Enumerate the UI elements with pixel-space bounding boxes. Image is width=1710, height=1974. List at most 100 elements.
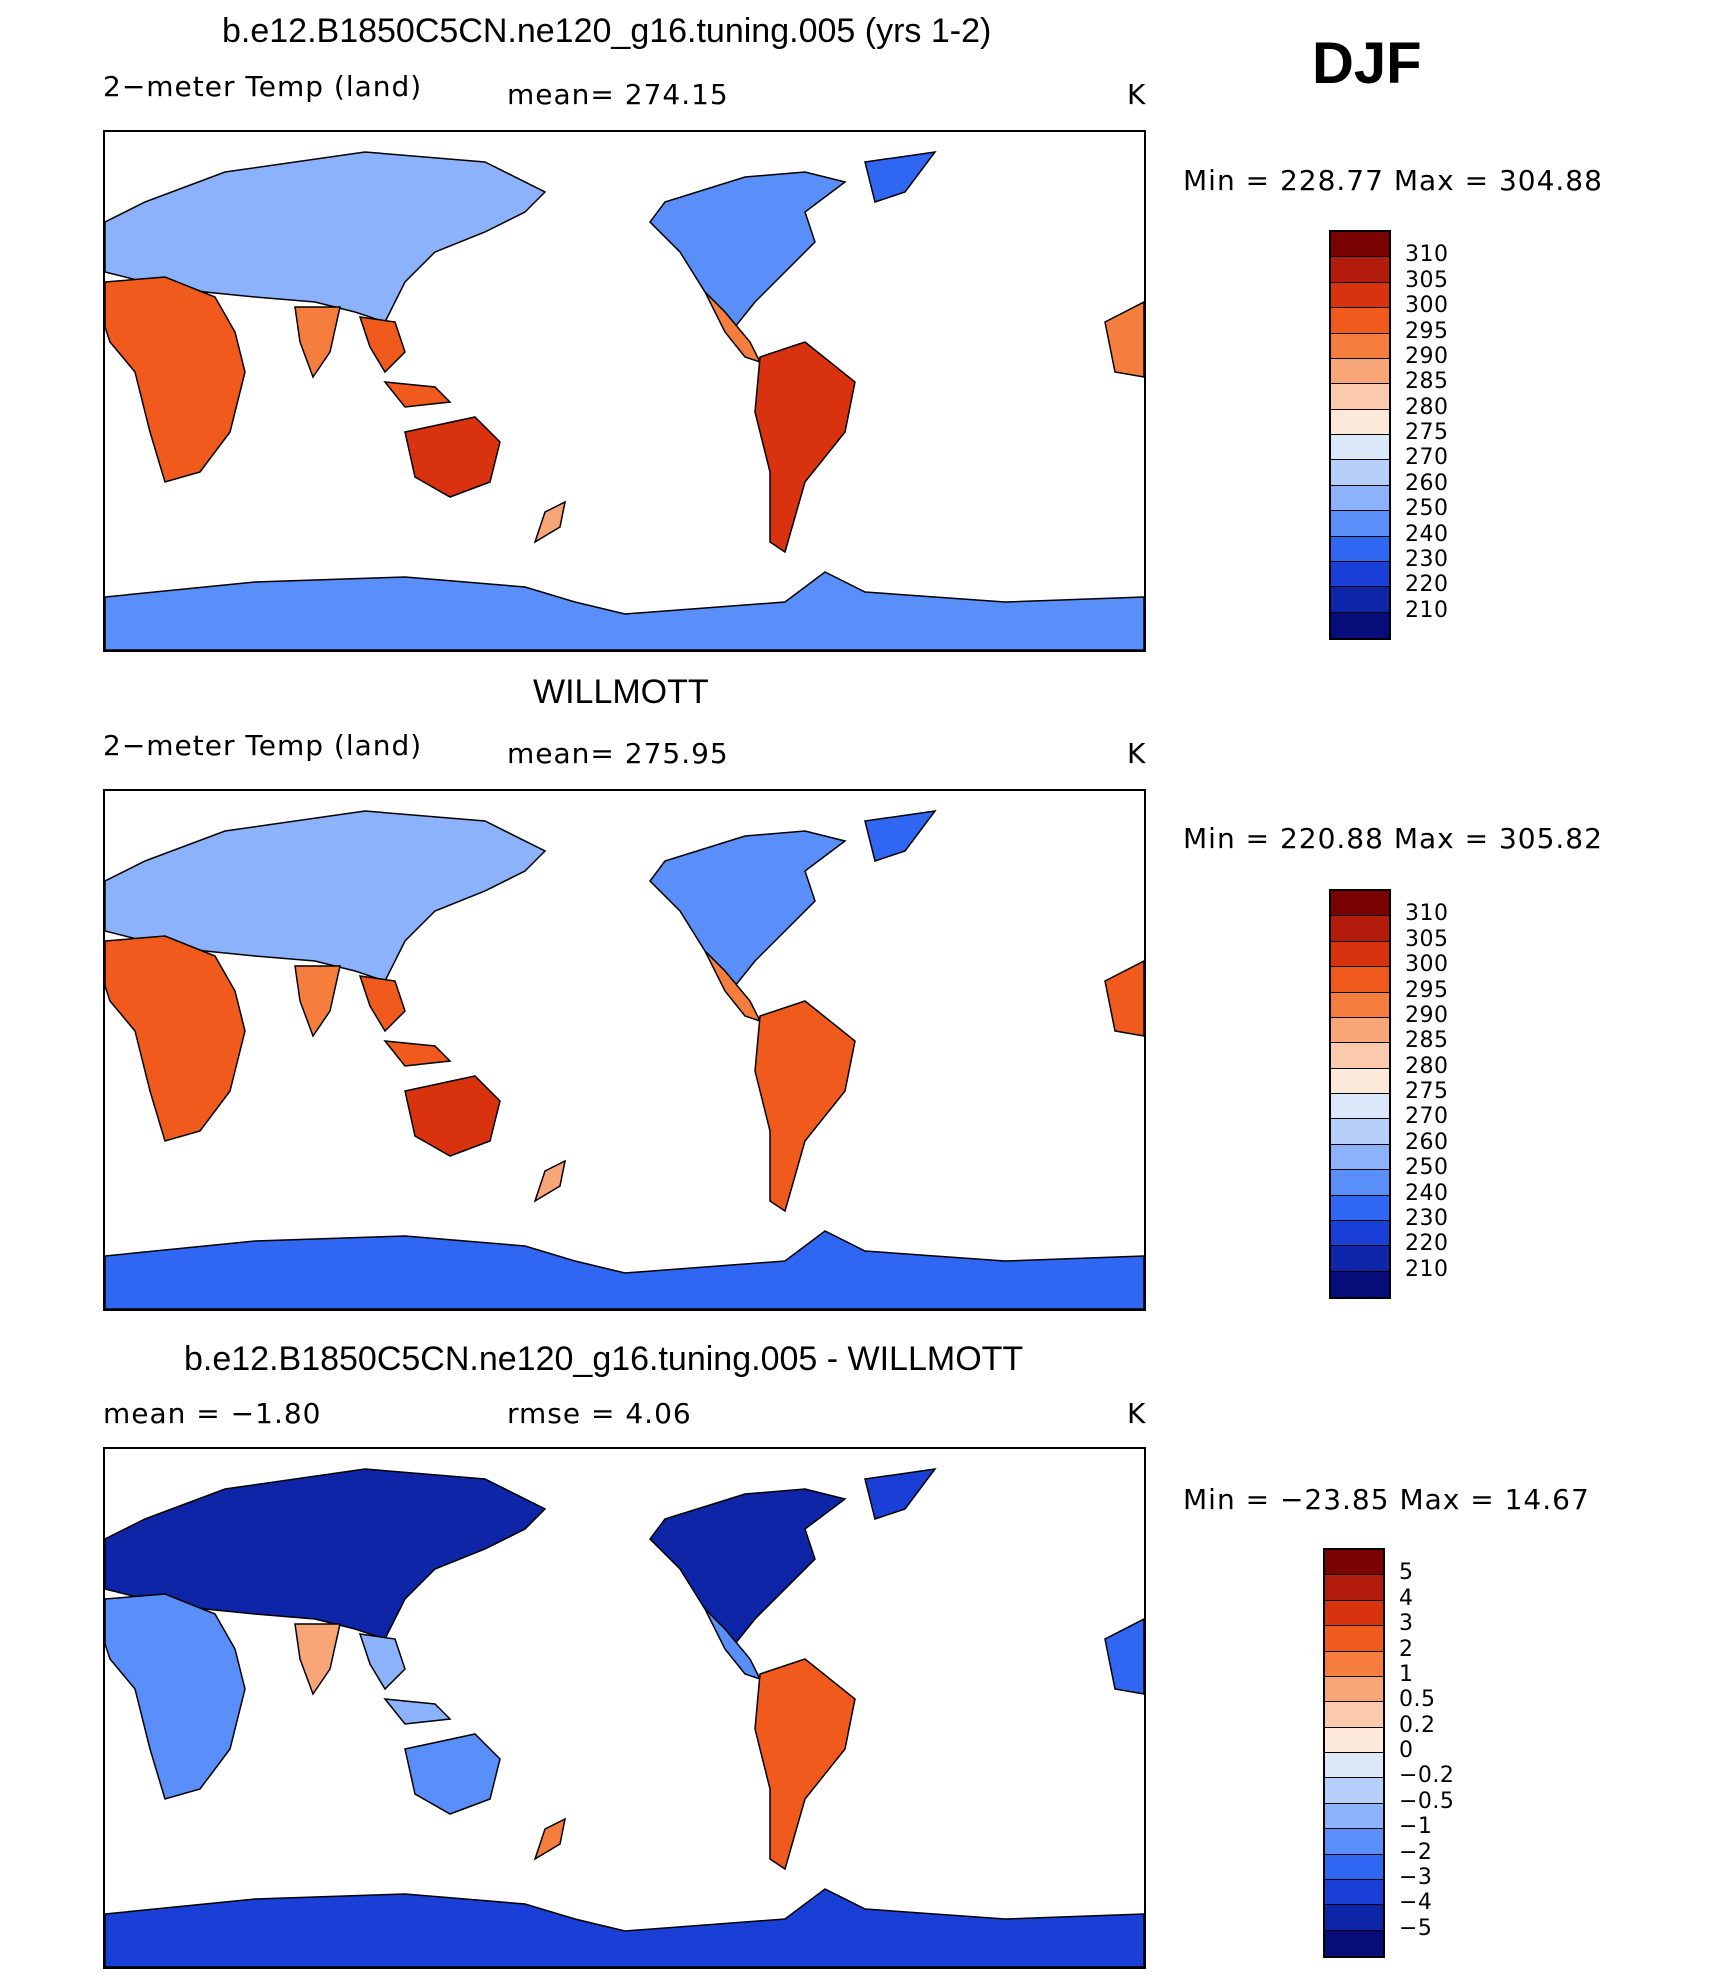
map-obs <box>103 789 1146 1311</box>
landmass-seasia <box>358 316 452 408</box>
colorbar-swatch <box>1331 485 1389 512</box>
colorbar-tick-label: 275 <box>1405 420 1449 445</box>
colorbar-tick-label: 220 <box>1405 1231 1449 1257</box>
colorbar-tick-label: 295 <box>1405 318 1449 344</box>
colorbar-tick-label: 280 <box>1405 1053 1449 1079</box>
colorbar-tick-label: 260 <box>1405 1129 1449 1155</box>
colorbar-swatch <box>1325 1626 1383 1652</box>
landmass-antarctica <box>105 1230 1144 1309</box>
colorbar-swatch <box>1325 1879 1383 1906</box>
landmass-india <box>294 306 341 379</box>
panel-title-model: b.e12.B1850C5CN.ne120_g16.tuning.005 (yr… <box>222 12 992 50</box>
colorbar-tick-label: −0.2 <box>1399 1763 1455 1789</box>
colorbar-tick-label: 2 <box>1399 1636 1414 1662</box>
colorbar-tick-label: 4 <box>1399 1585 1414 1611</box>
colorbar-swatch <box>1331 257 1389 283</box>
colorbar-swatch <box>1325 1803 1383 1830</box>
colorbar-swatch <box>1331 536 1389 562</box>
colorbar-swatch <box>1331 435 1389 461</box>
colorbar-tick-label: 1 <box>1399 1661 1414 1687</box>
landmass-seasia <box>358 975 452 1067</box>
colorbar-tick-label: 270 <box>1405 445 1449 471</box>
colorbar-tick-label: −2 <box>1399 1839 1433 1865</box>
landmass-samerica <box>754 341 856 554</box>
landmass-namerica <box>649 830 847 988</box>
panel-units-label: K <box>1127 737 1147 770</box>
colorbar-tick-label: 220 <box>1405 572 1449 598</box>
colorbar-tick-label: 250 <box>1405 496 1449 522</box>
map-graphic <box>105 810 1144 1309</box>
colorbar-swatch <box>1331 891 1389 917</box>
colorbar-swatch <box>1325 1727 1383 1753</box>
panel-title-diff: b.e12.B1850C5CN.ne120_g16.tuning.005 - W… <box>184 1340 1024 1378</box>
colorbar-tick-label: 5 <box>1399 1560 1414 1586</box>
colorbar-tick-label: 240 <box>1405 521 1449 547</box>
colorbar-swatch <box>1325 1905 1383 1931</box>
colorbar-tick-label: 0 <box>1399 1738 1414 1763</box>
colorbar-swatch <box>1325 1702 1383 1728</box>
colorbar-swatch <box>1325 1753 1383 1779</box>
landmass-australia <box>404 416 501 498</box>
map-graphic <box>105 151 1144 650</box>
panel-variable-label: 2−meter Temp (land) <box>103 70 423 103</box>
landmass-africa <box>105 276 246 483</box>
colorbar-obs <box>1329 889 1391 1299</box>
panel-mean-label: mean = −1.80 <box>103 1397 322 1430</box>
landmass-seasia <box>358 1633 452 1725</box>
panel-variable-label: 2−meter Temp (land) <box>103 729 423 762</box>
colorbar-swatch <box>1331 1119 1389 1145</box>
landmass-australia <box>404 1733 501 1815</box>
minmax-label: Min = −23.85 Max = 14.67 <box>1183 1483 1590 1516</box>
colorbar-swatch <box>1325 1778 1383 1804</box>
landmass-africa <box>105 935 246 1142</box>
landmass-nz <box>533 1817 567 1861</box>
landmass-samerica <box>754 1658 856 1871</box>
colorbar-tick-label: −3 <box>1399 1864 1433 1890</box>
colorbar-swatch <box>1325 1600 1383 1627</box>
landmass-namerica <box>649 1488 847 1646</box>
landmass-nz <box>533 1159 567 1203</box>
landmass-antarctica <box>105 1888 1144 1967</box>
colorbar-tick-label: 300 <box>1405 293 1449 319</box>
panel-units-label: K <box>1127 1397 1147 1430</box>
colorbar-tick-label: −0.5 <box>1399 1788 1455 1814</box>
colorbar-swatch <box>1331 941 1389 968</box>
landmass-antarctica <box>105 571 1144 650</box>
landmass-nz <box>533 500 567 544</box>
colorbar-tick-label: 285 <box>1405 369 1449 395</box>
colorbar-tick-label: 260 <box>1405 470 1449 496</box>
landmass-samerica <box>754 1000 856 1213</box>
colorbar-swatch <box>1331 1017 1389 1044</box>
colorbar-swatch <box>1331 1170 1389 1196</box>
colorbar-swatch <box>1331 561 1389 588</box>
colorbar-swatch <box>1331 333 1389 359</box>
colorbar-tick-label: 285 <box>1405 1028 1449 1054</box>
colorbar-swatch <box>1325 1930 1383 1956</box>
panel-mean-label: mean= 275.95 <box>507 737 729 770</box>
season-label: DJF <box>1312 31 1422 96</box>
panel-rmse-label: rmse = 4.06 <box>507 1397 692 1430</box>
colorbar-swatch <box>1331 358 1389 385</box>
landmass-greenland <box>864 1468 937 1520</box>
colorbar-tick-label: 290 <box>1405 343 1449 369</box>
landmass-africa <box>105 1593 246 1800</box>
landmass-namerica <box>649 171 847 329</box>
colorbar-tick-label: −5 <box>1399 1915 1433 1941</box>
landmass-india <box>294 1623 341 1696</box>
colorbar-tick-label: 240 <box>1405 1180 1449 1206</box>
colorbar-tick-label: 295 <box>1405 977 1449 1003</box>
colorbar-swatch <box>1331 1271 1389 1297</box>
minmax-label: Min = 228.77 Max = 304.88 <box>1183 164 1603 197</box>
colorbar-swatch <box>1331 511 1389 537</box>
colorbar-swatch <box>1325 1854 1383 1880</box>
colorbar-swatch <box>1325 1651 1383 1677</box>
colorbar-tick-label: 305 <box>1405 926 1449 952</box>
colorbar-swatch <box>1331 409 1389 435</box>
colorbar-swatch <box>1331 1043 1389 1069</box>
landmass-australia <box>404 1075 501 1157</box>
landmass-greenland <box>864 151 937 203</box>
colorbar-tick-label: 0.5 <box>1399 1687 1436 1713</box>
map-diff <box>103 1447 1146 1969</box>
colorbar-diff <box>1323 1548 1385 1958</box>
landmass-wafrica-right <box>1104 960 1144 1037</box>
